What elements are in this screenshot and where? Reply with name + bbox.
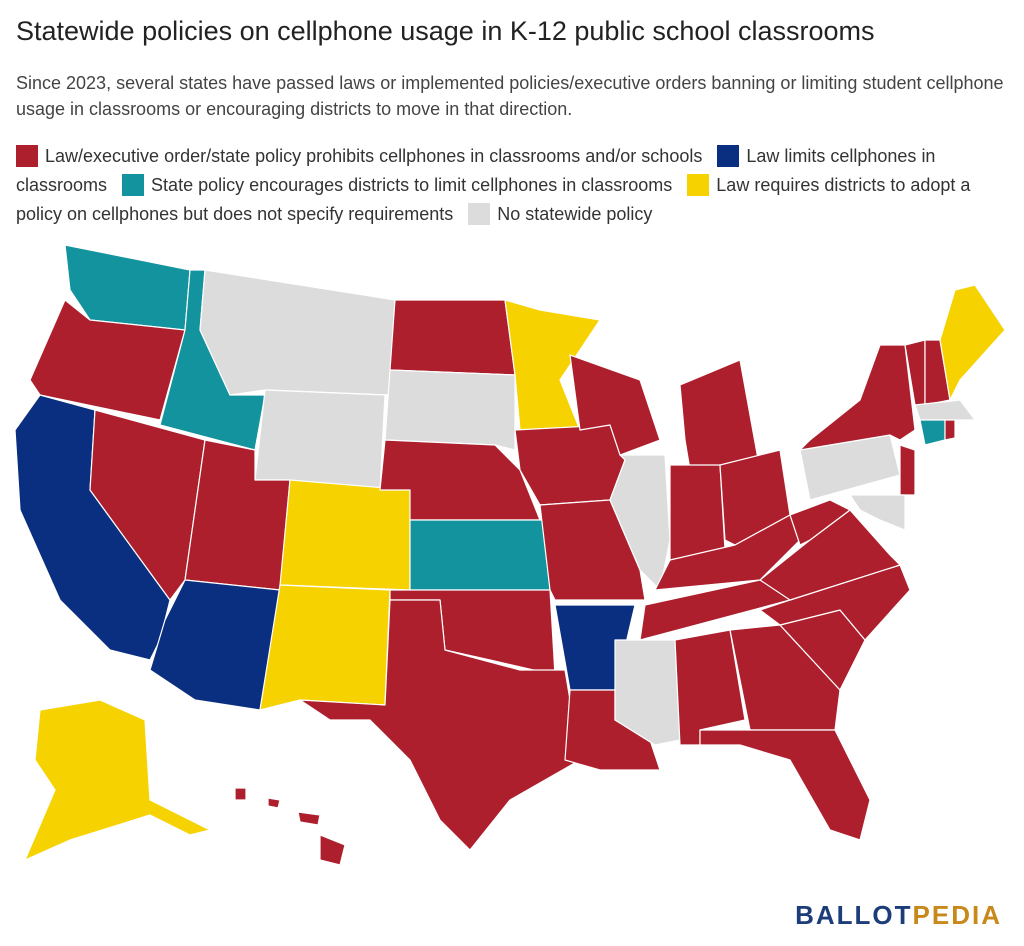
legend-label: State policy encourages districts to lim… [151,175,673,195]
state [89,409,206,601]
state [849,494,906,531]
title: Statewide policies on cellphone usage in… [16,16,875,46]
state [234,787,247,801]
legend-swatch [717,145,740,167]
state [919,419,946,446]
state [614,639,681,746]
legend-swatch [122,174,145,196]
state [944,419,956,441]
state [504,299,601,431]
legend-item: Law requires districts to adopt a policy… [16,174,971,224]
state [609,454,671,591]
state [297,811,321,826]
legend-swatch [16,145,38,167]
subtitle: Since 2023, several states have passed l… [16,73,1004,119]
state [319,834,346,866]
legend-swatch [687,174,710,196]
legend-item: No statewide policy [468,203,653,225]
state [259,584,391,711]
state [409,519,551,591]
legend-item: State policy encourages districts to lim… [122,174,673,196]
state [29,299,186,421]
state [939,284,1006,401]
state [759,564,911,641]
state [899,444,916,496]
state [267,797,281,809]
state [729,624,841,731]
legend-item: Law limits cellphones in classrooms [16,145,936,195]
state [389,299,516,376]
legend-label: Law requires districts to adopt a policy… [16,175,971,224]
logo: BALLOTPEDIA [795,900,1002,931]
legend-label: No statewide policy [497,204,653,224]
state [669,464,726,561]
state [699,729,871,841]
state [199,269,396,396]
legend-item: Law/executive order/state policy prohibi… [16,145,703,167]
logo-part: PEDIA [912,900,1002,930]
state [789,499,851,546]
logo-part: BALLOT [795,900,913,930]
legend-swatch [468,203,491,225]
state [24,699,211,861]
state [679,359,761,471]
legend: Law/executive order/state policy prohibi… [16,142,1006,229]
state [279,479,411,591]
state [299,599,581,851]
legend-label: Law limits cellphones in classrooms [16,146,936,195]
legend-label: Law/executive order/state policy prohibi… [45,146,703,166]
state [384,369,516,451]
state [914,399,976,421]
state [254,389,386,491]
state [514,424,626,506]
state [799,344,916,451]
